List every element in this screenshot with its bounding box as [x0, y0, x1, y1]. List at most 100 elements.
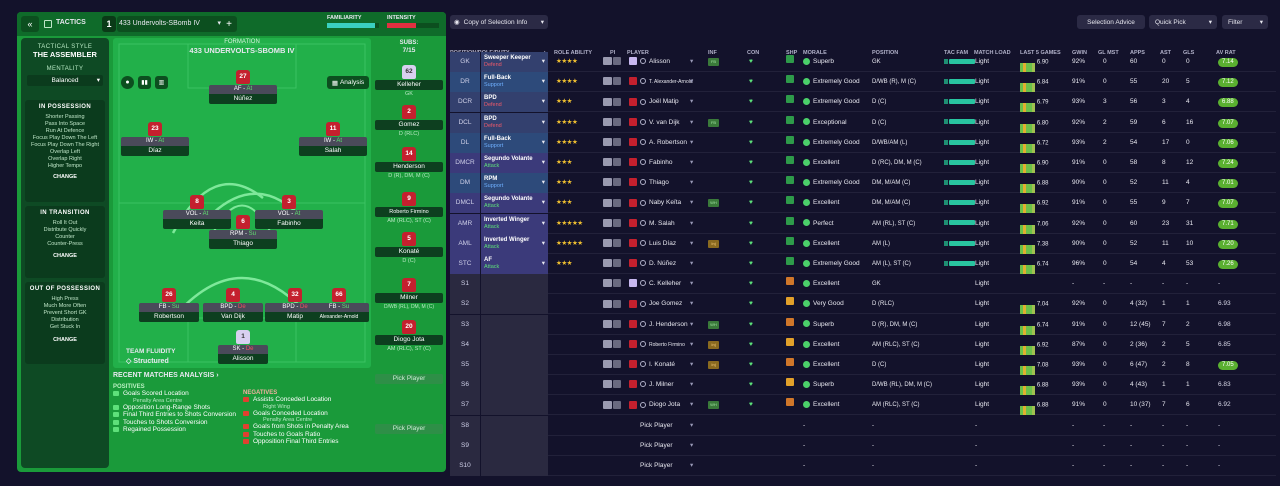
role-select[interactable]: [480, 334, 548, 355]
analysis-button[interactable]: ▦ Analysis: [327, 76, 369, 89]
table-row[interactable]: DMCL Segundo Volante Attack ▾ ★★★ Naby Keïta ▾…: [450, 193, 1276, 214]
back-icon[interactable]: «: [21, 16, 39, 32]
table-row[interactable]: DCR BPD Defend ▾ ★★★ Joël Matip ▾ ♥ Extremely Go…: [450, 92, 1276, 113]
player-select[interactable]: C. Kelleher: [629, 274, 707, 294]
tactic-slot-button[interactable]: 1: [102, 16, 116, 32]
player-card-centre-back-left[interactable]: 4 BPD - De Van Dijk: [203, 288, 263, 322]
player-card-striker[interactable]: 27 AF - At Núñez: [209, 70, 277, 104]
add-tactic-button[interactable]: +: [221, 16, 237, 32]
bar-chart-icon[interactable]: ▮▮: [138, 76, 151, 89]
role-select[interactable]: [480, 294, 548, 315]
out-of-possession-change-button[interactable]: CHANGE: [53, 337, 77, 343]
selection-advice-button[interactable]: Selection Advice: [1077, 15, 1145, 29]
pi-icon[interactable]: [603, 274, 621, 294]
player-select[interactable]: Luis Díaz: [629, 234, 707, 254]
filter-button[interactable]: Filter ▾: [1222, 15, 1268, 29]
pick-player-select[interactable]: Pick Player: [640, 416, 700, 436]
chevron-down-icon[interactable]: ▾: [690, 179, 694, 187]
chevron-down-icon[interactable]: ▾: [690, 441, 694, 449]
player-select[interactable]: Thiago: [629, 173, 707, 193]
player-card-goalkeeper[interactable]: 1 SK - De Alisson: [218, 330, 268, 364]
col-role-ability[interactable]: ROLE ABILITY: [554, 50, 592, 56]
player-card-dm-left[interactable]: 8 VOL - At Keita: [163, 195, 231, 229]
col-morale[interactable]: MORALE: [803, 50, 827, 56]
col-gl-mst[interactable]: GL MST: [1098, 50, 1119, 56]
col-gls[interactable]: GLS: [1183, 50, 1195, 56]
player-card-dm-right[interactable]: 3 VOL - At Fabinho: [255, 195, 323, 229]
col-pi[interactable]: PI: [610, 50, 616, 56]
view-select[interactable]: ◉ Copy of Selection Info ▾: [450, 15, 548, 29]
role-select[interactable]: BPD Defend ▾: [480, 112, 548, 133]
chevron-down-icon[interactable]: ▾: [690, 239, 694, 247]
chevron-down-icon[interactable]: ▾: [690, 78, 694, 86]
table-row[interactable]: AML Inverted Winger Attack ▾ ★★★★★ Luis Díaz ▾…: [450, 233, 1276, 254]
pick-player-select[interactable]: Pick Player: [640, 456, 700, 476]
pi-icon[interactable]: [603, 153, 621, 173]
tactic-name-select[interactable]: 433 Undervolts-SBomb IV ▾: [117, 16, 225, 32]
pitch-icon[interactable]: ▥: [155, 76, 168, 89]
in-possession-change-button[interactable]: CHANGE: [53, 174, 77, 180]
player-select[interactable]: Diogo Jota: [629, 395, 707, 415]
chevron-down-icon[interactable]: ▾: [690, 340, 694, 348]
col-ast[interactable]: AST: [1160, 50, 1171, 56]
table-row[interactable]: S2 Joe Gomez ▾ ♥ Very Good D (RLC) Light 7.04 9…: [450, 294, 1276, 315]
sub-player-card[interactable]: 20 Diogo Jota AM (RLC), ST (C): [375, 320, 443, 352]
sub-player-card[interactable]: 5 Konaté D (C): [375, 232, 443, 264]
pi-icon[interactable]: [603, 52, 621, 72]
col-apps[interactable]: APPS: [1130, 50, 1145, 56]
table-row[interactable]: DMCR Segundo Volante Attack ▾ ★★★ Fabinho ▾ ♥ Ex…: [450, 153, 1276, 173]
chevron-down-icon[interactable]: ▾: [690, 260, 694, 267]
sub-player-card[interactable]: 7 Milner D/WB (RL), DM, M (C): [375, 278, 443, 310]
table-row[interactable]: AMR Inverted Winger Attack ▾ ★★★★★ M. Salah ▾ ♥…: [450, 213, 1276, 234]
in-transition-change-button[interactable]: CHANGE: [53, 253, 77, 259]
col-gwin[interactable]: GWIN: [1072, 50, 1087, 56]
info-icon[interactable]: ●: [121, 76, 134, 89]
role-select[interactable]: AF Attack ▾: [480, 254, 548, 274]
role-select[interactable]: RPM Support ▾: [480, 173, 548, 194]
chevron-down-icon[interactable]: ▾: [690, 320, 694, 328]
player-card-centre-back-right[interactable]: 32 BPD - De Matip: [265, 288, 325, 322]
player-card-dm-centre[interactable]: 6 RPM - Su Thiago: [209, 215, 277, 249]
sub-player-card[interactable]: Pick Player: [375, 424, 443, 434]
chevron-down-icon[interactable]: ▾: [690, 280, 694, 288]
sub-player-card[interactable]: 62 Kelleher GK: [375, 65, 443, 97]
col-tac-fam[interactable]: TAC FAM: [944, 50, 969, 56]
col-last-5-games[interactable]: LAST 5 GAMES: [1020, 50, 1061, 56]
player-select[interactable]: Alisson: [629, 52, 707, 72]
table-row[interactable]: GK Sweeper Keeper Defend ▾ ★★★★ Alisson ▾ FB ♥ Su…: [450, 52, 1276, 72]
player-select[interactable]: D. Núñez: [629, 254, 707, 274]
chevron-down-icon[interactable]: ▾: [690, 98, 694, 106]
player-select[interactable]: Joël Matip: [629, 92, 707, 112]
chevron-down-icon[interactable]: ▾: [690, 401, 694, 409]
pi-icon[interactable]: [603, 133, 621, 153]
col-av-rat[interactable]: AV RAT: [1216, 50, 1236, 56]
role-select[interactable]: [480, 395, 548, 416]
table-row[interactable]: S10 Pick Player ▾ - - - - - - - - -: [450, 456, 1276, 476]
role-select[interactable]: Full-Back Support ▾: [480, 132, 548, 153]
player-card-right-winger[interactable]: 11 IW - At Salah: [299, 122, 367, 156]
role-select[interactable]: Full-Back Support ▾: [480, 72, 548, 93]
sub-player-card[interactable]: Pick Player: [375, 374, 443, 384]
role-select[interactable]: Segundo Volante Attack ▾: [480, 193, 548, 214]
table-row[interactable]: S9 Pick Player ▾ - - - - - - - - -: [450, 435, 1276, 456]
role-select[interactable]: [480, 456, 548, 476]
player-card-right-back[interactable]: 66 FB - Su Alexander-Arnold: [309, 288, 369, 322]
col-inf[interactable]: INF: [708, 50, 717, 56]
table-row[interactable]: S8 Pick Player ▾ - - - - - - - - -: [450, 415, 1276, 436]
player-select[interactable]: Fabinho: [629, 153, 707, 173]
chevron-down-icon[interactable]: ▾: [690, 361, 694, 368]
player-select[interactable]: M. Salah: [629, 214, 707, 234]
role-select[interactable]: [480, 375, 548, 396]
pi-icon[interactable]: [603, 315, 621, 335]
chevron-down-icon[interactable]: ▾: [690, 199, 694, 207]
col-player[interactable]: PLAYER: [627, 50, 649, 56]
role-select[interactable]: [480, 415, 548, 436]
table-row[interactable]: S5 I. Konaté ▾ Inj ♥ Excellent D (C) Light 7.08…: [450, 355, 1276, 375]
player-select[interactable]: Joe Gomez: [629, 294, 707, 314]
sub-player-card[interactable]: 2 Gomez D (RLC): [375, 105, 443, 137]
col-match-load[interactable]: MATCH LOAD: [974, 50, 1011, 56]
pi-icon[interactable]: [603, 193, 621, 213]
table-row[interactable]: DR Full-Back Support ▾ ★★★★ T. Alexander-Arno…: [450, 72, 1276, 93]
chevron-down-icon[interactable]: ▾: [690, 118, 694, 126]
table-row[interactable]: STC AF Attack ▾ ★★★ D. Núñez ▾ ♥ Extremely Good A…: [450, 254, 1276, 274]
